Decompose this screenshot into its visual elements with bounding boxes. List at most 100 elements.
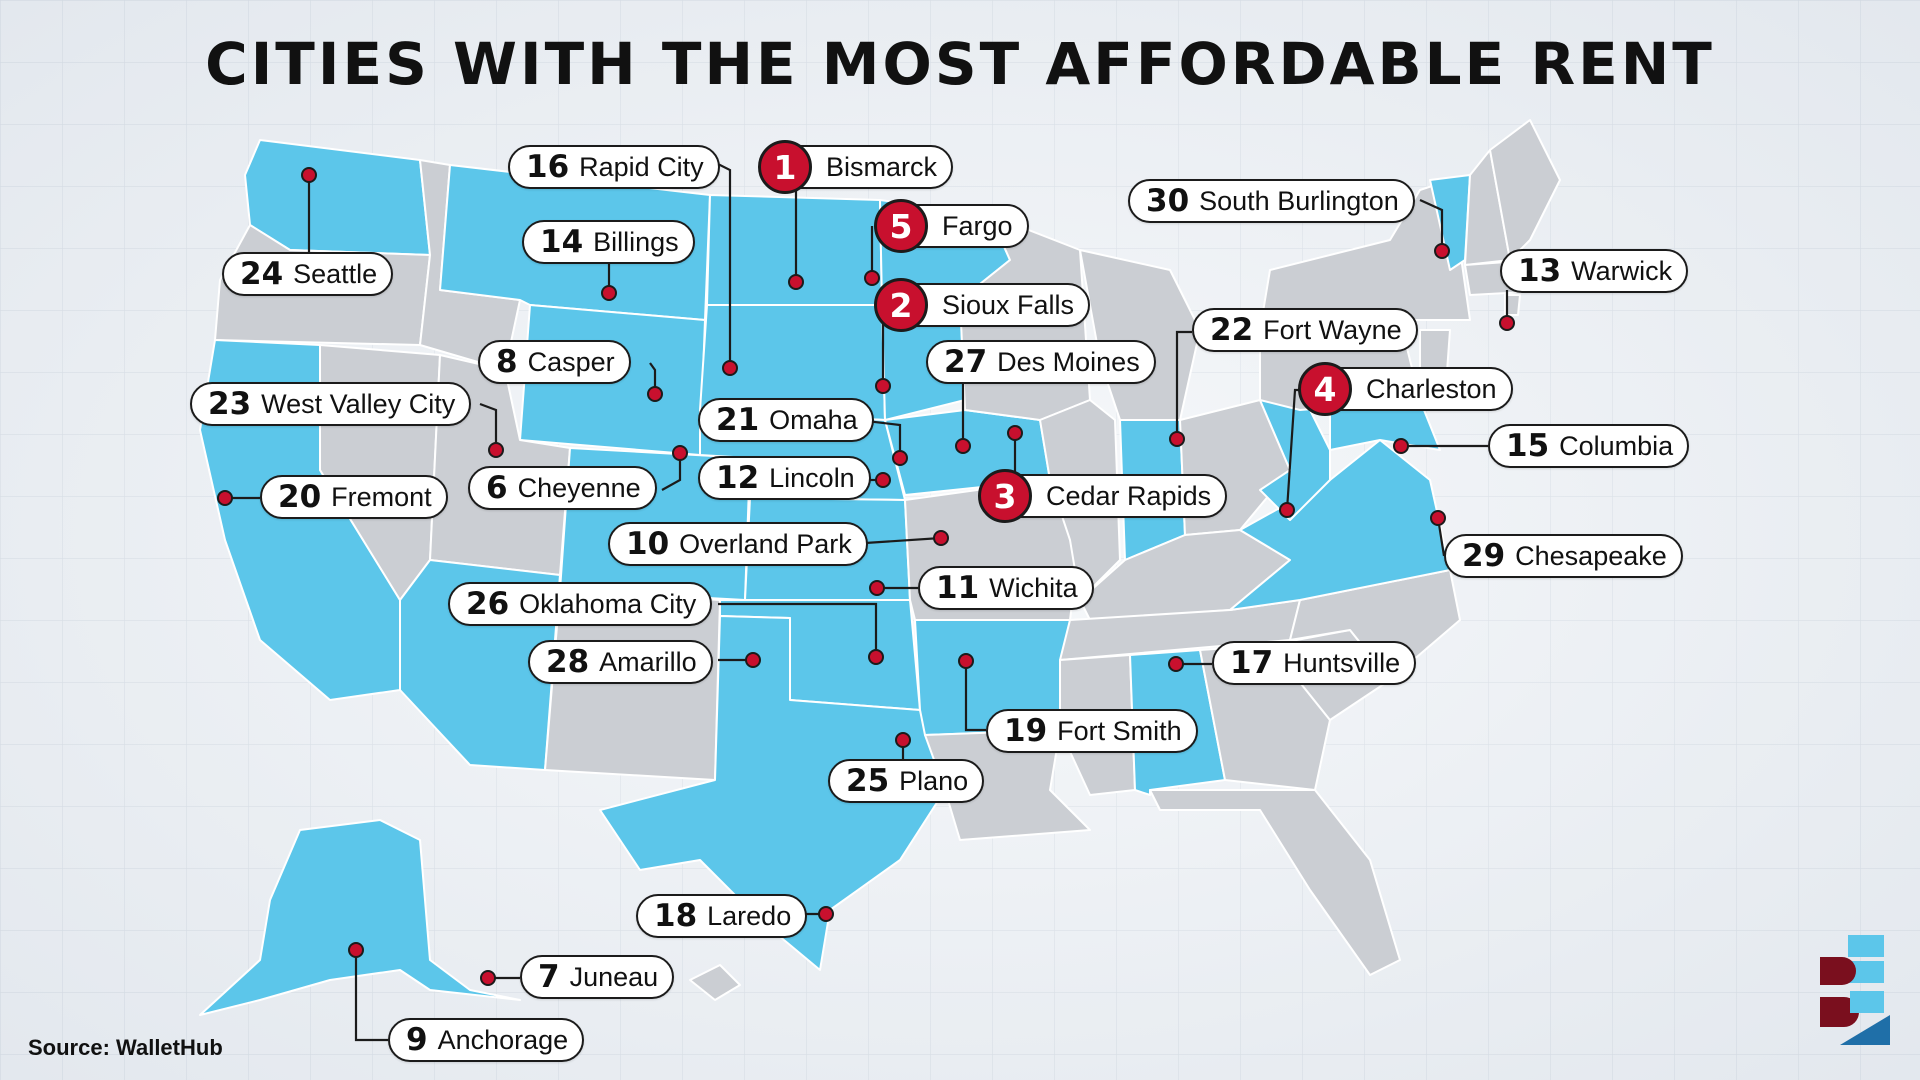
city-label-south-burlington: 30 South Burlington [1128, 179, 1415, 223]
city-name: Plano [899, 765, 969, 796]
rank-number: 30 [1146, 182, 1190, 219]
rank-badge: 4 [1298, 362, 1352, 416]
city-marker-laredo [818, 906, 834, 922]
city-name: Chesapeake [1515, 540, 1667, 571]
city-name: Bismarck [826, 151, 938, 182]
rank-number: 12 [716, 459, 760, 496]
state-texas [599, 615, 946, 971]
page-title: CITIES WITH THE MOST AFFORDABLE RENT [205, 30, 1715, 98]
city-name: Amarillo [599, 646, 697, 677]
leader-line [1175, 330, 1192, 439]
city-marker-fort-smith [958, 653, 974, 669]
city-marker-oklahoma-city [868, 649, 884, 665]
city-marker-overland-park [933, 530, 949, 546]
city-marker-billings [601, 285, 617, 301]
city-label-sioux-falls: 2 Sioux Falls [874, 278, 1091, 332]
leader-line [1419, 198, 1444, 251]
city-name: Cedar Rapids [1046, 480, 1212, 511]
rank-number: 23 [208, 385, 252, 422]
rank-badge: 3 [978, 469, 1032, 523]
city-name: Laredo [707, 900, 792, 931]
city-name: Seattle [293, 258, 378, 289]
city-name: Casper [527, 346, 615, 377]
city-marker-anchorage [348, 942, 364, 958]
city-label-fort-wayne: 22 Fort Wayne [1192, 308, 1418, 352]
leader-line [718, 602, 878, 657]
rank-number: 13 [1518, 252, 1562, 289]
city-name: Oklahoma City [519, 588, 697, 619]
city-name: Cheyenne [517, 472, 641, 503]
city-label-charleston: 4 Charleston [1298, 362, 1513, 416]
rank-badge: 2 [874, 278, 928, 332]
city-name: Charleston [1366, 373, 1497, 404]
wallethub-logo [1820, 935, 1890, 1045]
city-marker-charleston [1279, 502, 1295, 518]
rank-number: 26 [466, 585, 510, 622]
state-michigan [1079, 249, 1201, 421]
city-marker-juneau [480, 970, 496, 986]
city-label-bismarck: 1 Bismarck [758, 140, 954, 194]
city-name: Fort Smith [1057, 715, 1182, 746]
state-florida [1149, 789, 1401, 976]
rank-number: 7 [538, 958, 560, 995]
rank-number: 19 [1004, 712, 1048, 749]
city-label-casper: 8 Casper [478, 340, 631, 384]
rank-number: 21 [716, 401, 760, 438]
city-name: Overland Park [679, 528, 852, 559]
city-marker-casper [647, 386, 663, 402]
city-label-columbia: 15 Columbia [1488, 424, 1690, 468]
city-marker-seattle [301, 167, 317, 183]
city-label-fremont: 20 Fremont [260, 475, 448, 519]
leader-line [964, 661, 986, 732]
city-marker-amarillo [745, 652, 761, 668]
state-alaska [199, 819, 521, 1016]
state-hawaii [689, 964, 741, 1001]
rank-number: 8 [496, 343, 518, 380]
city-marker-west-valley-city [488, 442, 504, 458]
source-note: Source: WalletHub [28, 1035, 223, 1060]
city-name: Huntsville [1283, 647, 1401, 678]
rank-number: 24 [240, 255, 284, 292]
state-shapes [199, 119, 1561, 1016]
city-marker-plano [895, 732, 911, 748]
city-label-huntsville: 17 Huntsville [1212, 641, 1417, 685]
city-marker-rapid-city [722, 360, 738, 376]
city-marker-bismarck [788, 274, 804, 290]
city-label-cheyenne: 6 Cheyenne [468, 466, 657, 510]
rank-number: 16 [526, 148, 570, 185]
city-marker-cedar-rapids [1007, 425, 1023, 441]
rank-number: 22 [1210, 311, 1254, 348]
city-marker-des-moines [955, 438, 971, 454]
city-label-fargo: 5 Fargo [874, 199, 1029, 253]
leader-lines [225, 159, 1509, 1042]
city-marker-cheyenne [672, 445, 688, 461]
city-label-fort-smith: 19 Fort Smith [986, 709, 1198, 753]
city-name: Fargo [942, 210, 1013, 241]
rank-number: 6 [486, 469, 508, 506]
city-name: Juneau [569, 961, 659, 992]
city-name: Wichita [989, 572, 1078, 603]
rank-number: 11 [936, 569, 980, 606]
city-marker-chesapeake [1430, 510, 1446, 526]
city-marker-fargo [864, 270, 880, 286]
city-marker-huntsville [1168, 656, 1184, 672]
city-marker-wichita [869, 580, 885, 596]
city-label-plano: 25 Plano [828, 759, 985, 803]
state-maine [1489, 119, 1561, 261]
rank-number: 17 [1230, 644, 1274, 681]
city-label-amarillo: 28 Amarillo [528, 640, 713, 684]
city-marker-lincoln [875, 472, 891, 488]
rank-number: 27 [944, 343, 988, 380]
rank-number: 10 [626, 525, 670, 562]
city-markers [217, 167, 1515, 986]
city-marker-south-burlington [1434, 243, 1450, 259]
city-marker-fort-wayne [1169, 431, 1185, 447]
city-label-laredo: 18 Laredo [636, 894, 808, 938]
rank-number: 29 [1462, 537, 1506, 574]
city-name: Des Moines [997, 346, 1140, 377]
city-label-omaha: 21 Omaha [698, 398, 874, 442]
rank-number: 20 [278, 478, 322, 515]
leader-line [479, 402, 498, 450]
city-name: Warwick [1571, 255, 1673, 286]
state-washington [244, 139, 431, 256]
